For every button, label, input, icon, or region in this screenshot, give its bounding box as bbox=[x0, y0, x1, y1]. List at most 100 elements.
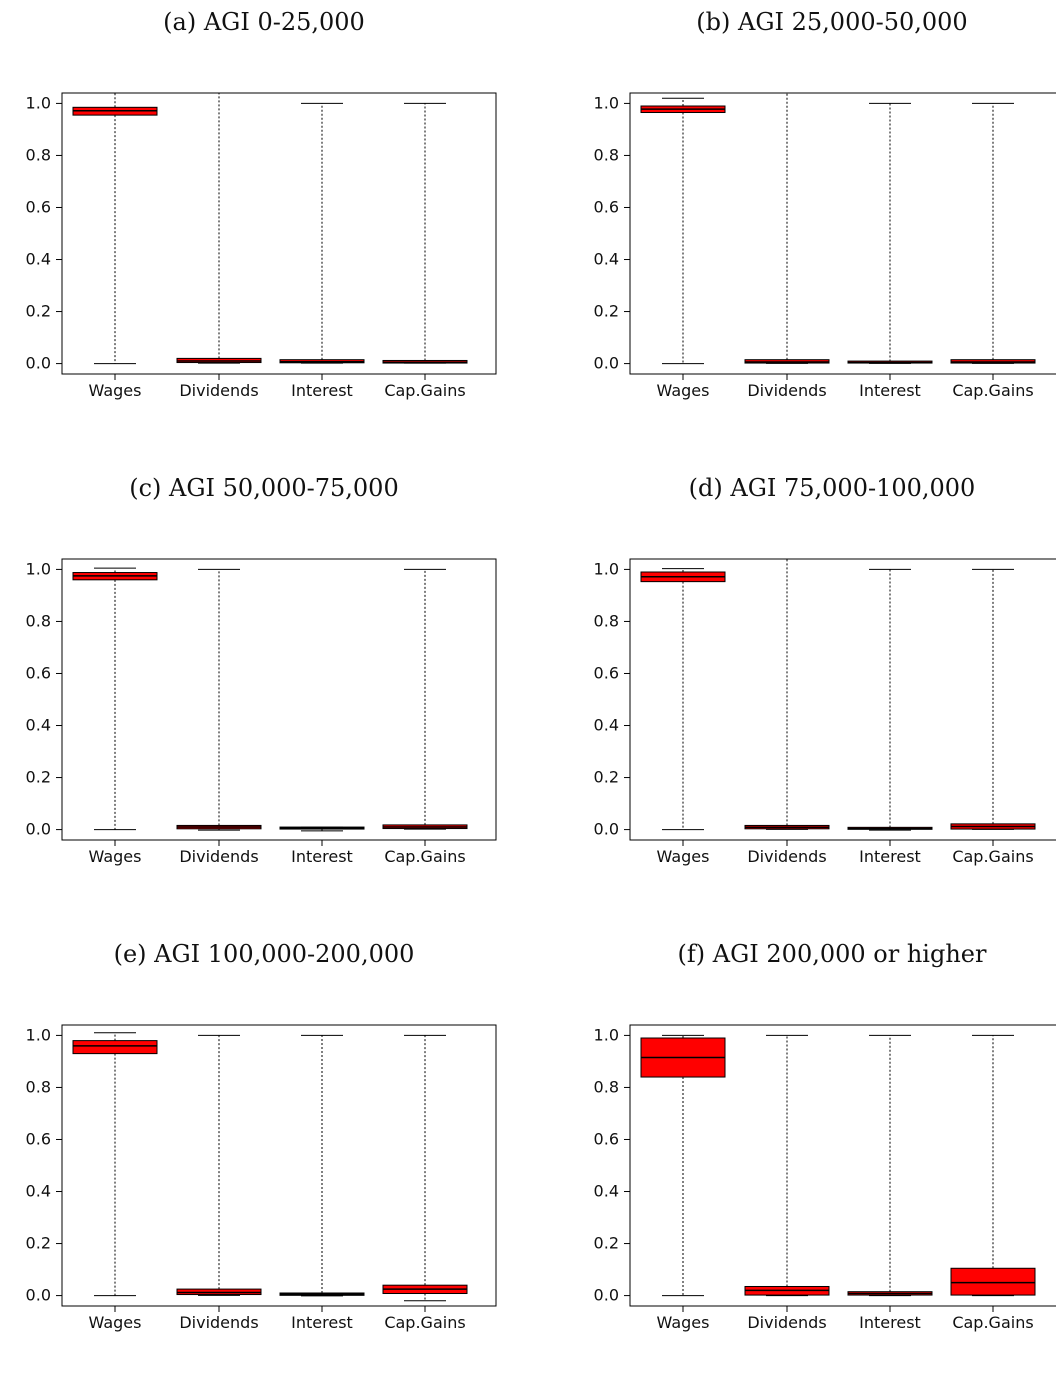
x-tick-label: Interest bbox=[291, 1313, 353, 1332]
y-tick-label: 0.0 bbox=[594, 820, 619, 839]
panel-title: (e) AGI 100,000-200,000 bbox=[113, 940, 415, 968]
x-tick-label: Interest bbox=[859, 847, 921, 866]
box-wages bbox=[72, 1032, 158, 1297]
panel-b: (b) AGI 25,000-50,000 0.0 0.2 0.4 0.6 0.8 1.0… bbox=[568, 0, 1056, 445]
x-tick-label: Dividends bbox=[179, 1313, 258, 1332]
y-tick-label: 0.2 bbox=[26, 768, 51, 787]
y-tick-label: 0.4 bbox=[594, 250, 619, 269]
box-dividends bbox=[744, 558, 830, 830]
box-wages bbox=[72, 92, 158, 365]
x-tick-label: Dividends bbox=[747, 1313, 826, 1332]
plot-area: 0.0 0.2 0.4 0.6 0.8 1.0 Wages Dividends Interest… bbox=[594, 92, 1056, 400]
panel-f: (f) AGI 200,000 or higher 0.0 0.2 0.4 0.6 0.… bbox=[568, 932, 1056, 1377]
y-tick-label: 0.2 bbox=[26, 1234, 51, 1253]
panel-title: (b) AGI 25,000-50,000 bbox=[696, 8, 968, 36]
box-capgains bbox=[382, 102, 468, 364]
y-tick-label: 0.0 bbox=[594, 1286, 619, 1305]
y-tick-label: 0.4 bbox=[26, 250, 51, 269]
y-tick-label: 1.0 bbox=[26, 93, 51, 112]
panel-title: (d) AGI 75,000-100,000 bbox=[688, 474, 976, 502]
box-capgains bbox=[950, 1034, 1036, 1297]
x-tick-label: Wages bbox=[657, 1313, 710, 1332]
x-tick-label: Cap.Gains bbox=[384, 1313, 465, 1332]
plot-area: 0.0 0.2 0.4 0.6 0.8 1.0 Wages Dividends Interest… bbox=[26, 1024, 497, 1332]
y-tick-label: 0.8 bbox=[26, 145, 51, 164]
box-dividends bbox=[176, 568, 262, 831]
x-tick-label: Cap.Gains bbox=[952, 1313, 1033, 1332]
box-wages bbox=[640, 97, 726, 365]
y-tick-label: 1.0 bbox=[26, 1025, 51, 1044]
x-tick-label: Cap.Gains bbox=[952, 847, 1033, 866]
box-interest bbox=[847, 1034, 933, 1297]
x-tick-label: Interest bbox=[859, 381, 921, 400]
x-tick-label: Cap.Gains bbox=[384, 381, 465, 400]
y-tick-label: 0.6 bbox=[594, 663, 619, 682]
y-tick-label: 0.2 bbox=[594, 768, 619, 787]
panel-title: (a) AGI 0-25,000 bbox=[163, 8, 365, 36]
plot-frame bbox=[61, 92, 497, 375]
panel-title: (c) AGI 50,000-75,000 bbox=[129, 474, 399, 502]
y-tick-label: 0.4 bbox=[594, 716, 619, 735]
plot-area: 0.0 0.2 0.4 0.6 0.8 1.0 Wages Dividends Interest… bbox=[594, 558, 1056, 866]
y-tick-label: 0.8 bbox=[594, 1077, 619, 1096]
x-tick-label: Wages bbox=[657, 847, 710, 866]
y-tick-label: 0.0 bbox=[594, 354, 619, 373]
panel-title: (f) AGI 200,000 or higher bbox=[677, 940, 987, 968]
plot-frame bbox=[629, 92, 1056, 375]
box-interest bbox=[847, 102, 933, 364]
y-tick-label: 0.2 bbox=[594, 302, 619, 321]
iqr-box bbox=[72, 1040, 158, 1055]
x-tick-label: Interest bbox=[291, 847, 353, 866]
x-tick-label: Wages bbox=[657, 381, 710, 400]
x-tick-label: Interest bbox=[291, 381, 353, 400]
box-interest bbox=[279, 102, 365, 364]
y-tick-label: 0.6 bbox=[594, 197, 619, 216]
iqr-box bbox=[950, 1267, 1036, 1296]
x-tick-label: Cap.Gains bbox=[952, 381, 1033, 400]
plot-area: 0.0 0.2 0.4 0.6 0.8 1.0 Wages Dividends Interest… bbox=[26, 558, 497, 866]
y-tick-label: 0.2 bbox=[26, 302, 51, 321]
panel-c: (c) AGI 50,000-75,000 0.0 0.2 0.4 0.6 0.8 1.0… bbox=[0, 466, 528, 911]
plot-frame bbox=[629, 1024, 1056, 1307]
box-dividends bbox=[744, 1034, 830, 1297]
panel-e: (e) AGI 100,000-200,000 0.0 0.2 0.4 0.6 0.8 1… bbox=[0, 932, 528, 1377]
box-wages bbox=[640, 568, 726, 831]
plot-frame bbox=[629, 558, 1056, 841]
plot-frame bbox=[61, 1024, 497, 1307]
y-tick-label: 1.0 bbox=[594, 1025, 619, 1044]
x-tick-label: Cap.Gains bbox=[384, 847, 465, 866]
box-interest bbox=[279, 1034, 365, 1297]
y-tick-label: 1.0 bbox=[594, 93, 619, 112]
y-tick-label: 0.6 bbox=[26, 663, 51, 682]
y-tick-label: 0.0 bbox=[26, 1286, 51, 1305]
box-capgains bbox=[950, 102, 1036, 364]
x-tick-label: Dividends bbox=[179, 847, 258, 866]
panel-a: (a) AGI 0-25,000 0.0 0.2 0.4 0.6 0.8 1.0 Wages… bbox=[0, 0, 528, 445]
y-tick-label: 0.4 bbox=[26, 1182, 51, 1201]
y-tick-label: 0.2 bbox=[594, 1234, 619, 1253]
y-tick-label: 1.0 bbox=[594, 559, 619, 578]
x-tick-label: Dividends bbox=[747, 847, 826, 866]
y-tick-label: 0.8 bbox=[594, 611, 619, 630]
plot-area: 0.0 0.2 0.4 0.6 0.8 1.0 Wages Dividends Interest… bbox=[594, 1024, 1056, 1332]
plot-frame bbox=[61, 558, 497, 841]
chart-grid: (a) AGI 0-25,000 0.0 0.2 0.4 0.6 0.8 1.0 Wages… bbox=[0, 0, 1056, 1332]
box-interest bbox=[279, 826, 365, 832]
box-capgains bbox=[950, 568, 1036, 830]
y-tick-label: 0.8 bbox=[26, 611, 51, 630]
box-interest bbox=[847, 568, 933, 831]
y-tick-label: 0.8 bbox=[594, 145, 619, 164]
y-tick-label: 0.0 bbox=[26, 354, 51, 373]
box-wages bbox=[72, 567, 158, 831]
y-tick-label: 0.8 bbox=[26, 1077, 51, 1096]
panel-d: (d) AGI 75,000-100,000 0.0 0.2 0.4 0.6 0.8 1.… bbox=[568, 466, 1056, 911]
box-capgains bbox=[382, 568, 468, 830]
x-tick-label: Wages bbox=[89, 1313, 142, 1332]
x-tick-label: Wages bbox=[89, 847, 142, 866]
box-capgains bbox=[382, 1034, 468, 1302]
y-tick-label: 1.0 bbox=[26, 559, 51, 578]
x-tick-label: Dividends bbox=[747, 381, 826, 400]
box-wages bbox=[640, 1034, 726, 1297]
y-tick-label: 0.6 bbox=[26, 1129, 51, 1148]
y-tick-label: 0.4 bbox=[26, 716, 51, 735]
